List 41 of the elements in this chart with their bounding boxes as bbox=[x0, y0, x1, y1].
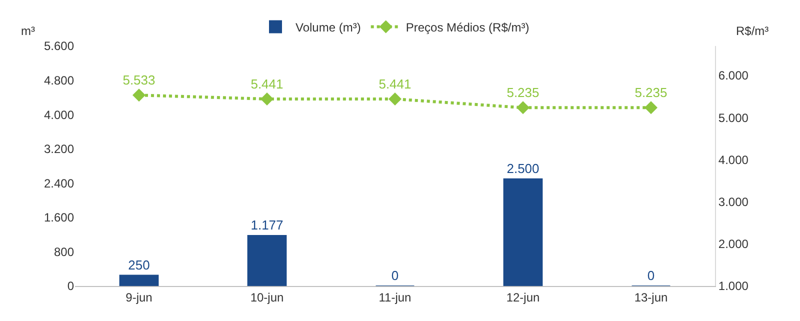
bar bbox=[247, 235, 287, 286]
legend-label: Preços Médios (R$/m³) bbox=[406, 20, 530, 34]
x-tick-label: 11-jun bbox=[378, 290, 412, 304]
y-tick-label: 2.400 bbox=[44, 176, 74, 190]
y-tick-label: 5.600 bbox=[44, 39, 74, 54]
data-label: 250 bbox=[128, 257, 150, 272]
x-tick-label: 12-jun bbox=[506, 290, 540, 304]
data-label: 5.533 bbox=[122, 72, 156, 88]
point bbox=[260, 92, 274, 106]
point bbox=[388, 92, 402, 106]
point bbox=[132, 88, 146, 102]
point bbox=[516, 101, 530, 114]
data-label: 5.441 bbox=[250, 76, 284, 92]
y2-tick-label: 5.000 bbox=[718, 110, 749, 125]
x-tick-label: 9-jun bbox=[126, 290, 152, 304]
x-tick-label: 13-jun bbox=[634, 290, 668, 304]
data-label: 5.235 bbox=[634, 85, 668, 100]
y2-axis-title: R$/m³ bbox=[736, 24, 769, 38]
bar bbox=[119, 274, 159, 286]
y2-tick-label: 3.000 bbox=[718, 194, 749, 209]
x-tick-label: 10-jun bbox=[250, 290, 284, 304]
data-label: 0 bbox=[647, 268, 655, 283]
data-label: 2.500 bbox=[506, 160, 540, 176]
y-axis-title: m³ bbox=[21, 24, 35, 38]
y-tick-label: 3.200 bbox=[44, 142, 74, 156]
y-tick-label: 800 bbox=[54, 244, 74, 259]
y-tick-label: 4.000 bbox=[44, 108, 74, 122]
point bbox=[644, 101, 658, 114]
y-tick-label: 4.800 bbox=[44, 73, 74, 88]
y2-tick-label: 2.000 bbox=[718, 237, 749, 252]
y2-tick-label: 6.000 bbox=[718, 68, 749, 83]
data-label: 1.177 bbox=[250, 218, 284, 233]
bar bbox=[503, 178, 543, 286]
y-tick-label: 1.600 bbox=[44, 210, 74, 225]
y2-tick-label: 4.000 bbox=[718, 152, 749, 167]
y2-tick-label: 1.000 bbox=[718, 279, 749, 294]
data-label: 5.235 bbox=[506, 85, 540, 100]
data-label: 5.441 bbox=[378, 76, 412, 92]
data-label: 0 bbox=[391, 268, 399, 283]
y-tick-label: 0 bbox=[67, 279, 74, 294]
legend-label: Volume (m³) bbox=[296, 20, 361, 34]
